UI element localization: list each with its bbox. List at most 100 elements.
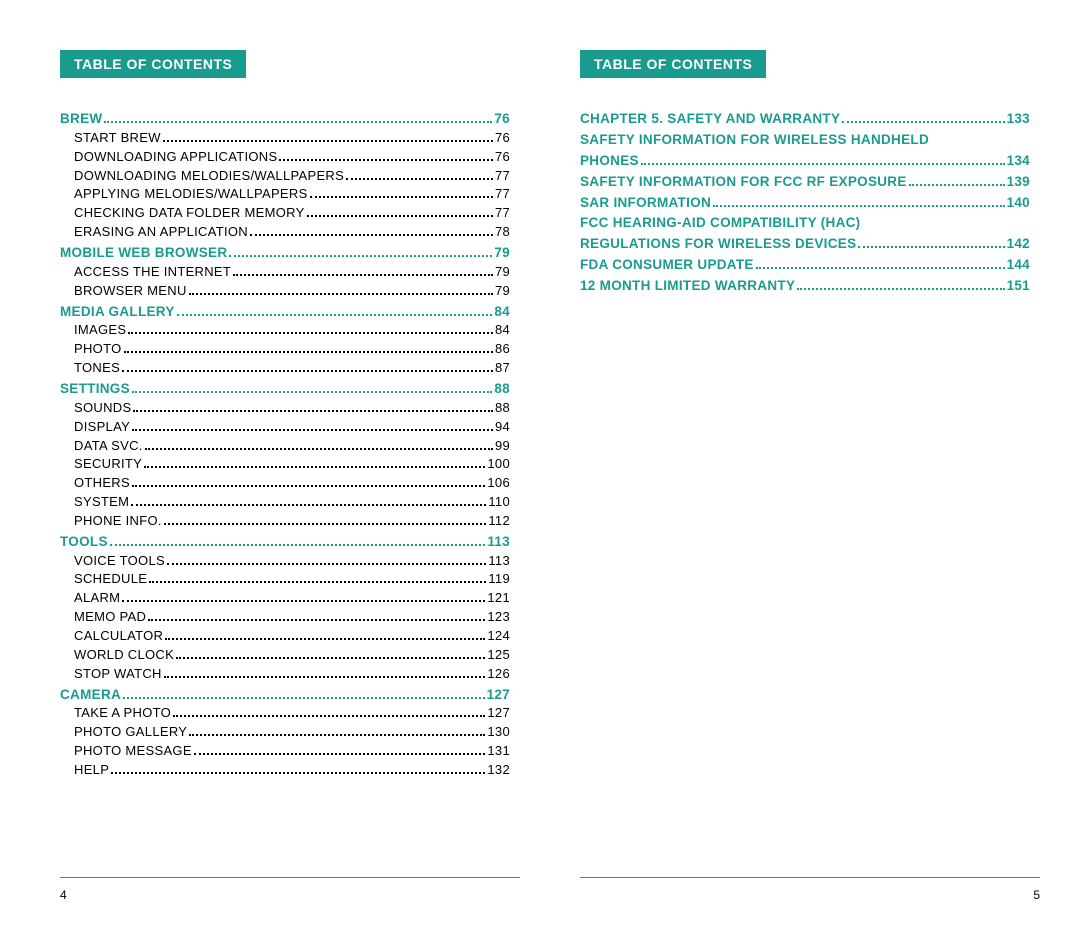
toc-pagenum: 151: [1007, 277, 1030, 296]
toc-entry: World Clock125: [60, 646, 510, 665]
toc-label: Tones: [74, 359, 120, 378]
toc-label: Media Gallery: [60, 303, 175, 322]
toc-section-heading: Tools113: [60, 533, 510, 552]
toc-pagenum: 127: [487, 704, 510, 723]
toc-label: World Clock: [74, 646, 174, 665]
left-page: Table of Contents Brew76Start Brew76Down…: [60, 50, 520, 902]
toc-pagenum: 94: [495, 418, 510, 437]
toc-leader-dots: [110, 544, 486, 546]
toc-label: Access the Internet: [74, 263, 231, 282]
toc-entry: Others106: [60, 474, 510, 493]
toc-leader-dots: [128, 332, 493, 334]
toc-section-heading: SAR Information140: [580, 194, 1030, 213]
toc-leader-dots: [173, 715, 485, 717]
right-footer-rule: 5: [580, 877, 1040, 902]
toc-label: Chapter 5. Safety and Warranty: [580, 110, 840, 129]
right-toc-content: Chapter 5. Safety and Warranty133Safety …: [580, 108, 1040, 857]
toc-leader-dots: [713, 205, 1005, 207]
toc-pagenum: 139: [1007, 173, 1030, 192]
toc-leader-dots: [132, 485, 485, 487]
toc-label: Schedule: [74, 570, 147, 589]
toc-leader-dots: [307, 215, 493, 217]
toc-pagenum: 79: [495, 263, 510, 282]
toc-entry: Phone Info.112: [60, 512, 510, 531]
toc-leader-dots: [310, 196, 493, 198]
toc-entry: System110: [60, 493, 510, 512]
toc-pagenum: 140: [1007, 194, 1030, 213]
toc-label: Mobile Web Browser: [60, 244, 227, 263]
toc-leader-dots: [164, 523, 487, 525]
right-page-number: 5: [580, 888, 1040, 902]
toc-pagenum: 134: [1007, 152, 1030, 171]
toc-entry: Erasing an Application78: [60, 223, 510, 242]
toc-pagenum: 99: [495, 437, 510, 456]
toc-section-heading: Camera127: [60, 686, 510, 705]
toc-entry: Help132: [60, 761, 510, 780]
toc-entry: Checking Data Folder Memory 77: [60, 204, 510, 223]
toc-leader-dots: [132, 429, 493, 431]
toc-entry: Schedule119: [60, 570, 510, 589]
toc-pagenum: 112: [488, 512, 510, 531]
toc-entry: Images84: [60, 321, 510, 340]
toc-leader-dots: [124, 351, 493, 353]
toc-pagenum: 78: [495, 223, 510, 242]
toc-leader-dots: [842, 121, 1004, 123]
toc-label: Memo Pad: [74, 608, 146, 627]
toc-section-heading: Brew76: [60, 110, 510, 129]
toc-leader-dots: [250, 234, 493, 236]
toc-leader-dots: [149, 581, 486, 583]
toc-pagenum: 77: [495, 204, 510, 223]
toc-label: Settings: [60, 380, 130, 399]
toc-entry: Start Brew76: [60, 129, 510, 148]
toc-pagenum: 77: [495, 185, 510, 204]
gutter: [520, 50, 580, 902]
toc-entry: Applying Melodies/Wallpapers77: [60, 185, 510, 204]
toc-label: Phones: [580, 152, 639, 171]
toc-pagenum: 132: [487, 761, 510, 780]
toc-label: Browser Menu: [74, 282, 187, 301]
toc-section-heading: FCC Hearing-Aid Compatibility (HAC): [580, 214, 1030, 233]
toc-label: Checking Data Folder Memory: [74, 204, 305, 223]
toc-label: Others: [74, 474, 130, 493]
toc-entry: Alarm121: [60, 589, 510, 608]
toc-pagenum: 87: [495, 359, 510, 378]
toc-label: Stop Watch: [74, 665, 162, 684]
toc-entry: Browser Menu79: [60, 282, 510, 301]
toc-label: Tools: [60, 533, 108, 552]
toc-entry: Tones 87: [60, 359, 510, 378]
toc-leader-dots: [233, 274, 493, 276]
left-footer-rule: 4: [60, 877, 520, 902]
toc-leader-dots: [164, 676, 486, 678]
toc-pagenum: 100: [487, 455, 510, 474]
toc-pagenum: 130: [487, 723, 510, 742]
toc-label: Photo Message: [74, 742, 192, 761]
toc-label: Photo Gallery: [74, 723, 187, 742]
toc-entry: Display94: [60, 418, 510, 437]
toc-section-heading: Media Gallery84: [60, 303, 510, 322]
toc-section-heading: 12 Month Limited Warranty151: [580, 277, 1030, 296]
toc-section-heading: Settings88: [60, 380, 510, 399]
toc-leader-dots: [122, 370, 493, 372]
toc-pagenum: 124: [487, 627, 510, 646]
right-page: Table of Contents Chapter 5. Safety and …: [580, 50, 1040, 902]
toc-entry: Downloading Applications76: [60, 148, 510, 167]
toc-label: Calculator: [74, 627, 163, 646]
toc-pagenum: 110: [488, 493, 510, 512]
toc-leader-dots: [145, 448, 493, 450]
toc-entry: Photo86: [60, 340, 510, 359]
toc-entry: Downloading Melodies/Wallpapers 77: [60, 167, 510, 186]
toc-pagenum: 126: [487, 665, 510, 684]
toc-leader-dots: [909, 184, 1005, 186]
toc-label: Downloading Melodies/Wallpapers: [74, 167, 344, 186]
left-page-number: 4: [60, 888, 520, 902]
right-header: Table of Contents: [580, 50, 766, 78]
toc-leader-dots: [123, 697, 485, 699]
left-toc-content: Brew76Start Brew76Downloading Applicatio…: [60, 108, 520, 857]
toc-section-heading: Chapter 5. Safety and Warranty133: [580, 110, 1030, 129]
toc-label: Camera: [60, 686, 121, 705]
left-header: Table of Contents: [60, 50, 246, 78]
toc-label: Alarm: [74, 589, 120, 608]
toc-pagenum: 77: [495, 167, 510, 186]
toc-leader-dots: [229, 255, 492, 257]
toc-pagenum: 142: [1007, 235, 1030, 254]
